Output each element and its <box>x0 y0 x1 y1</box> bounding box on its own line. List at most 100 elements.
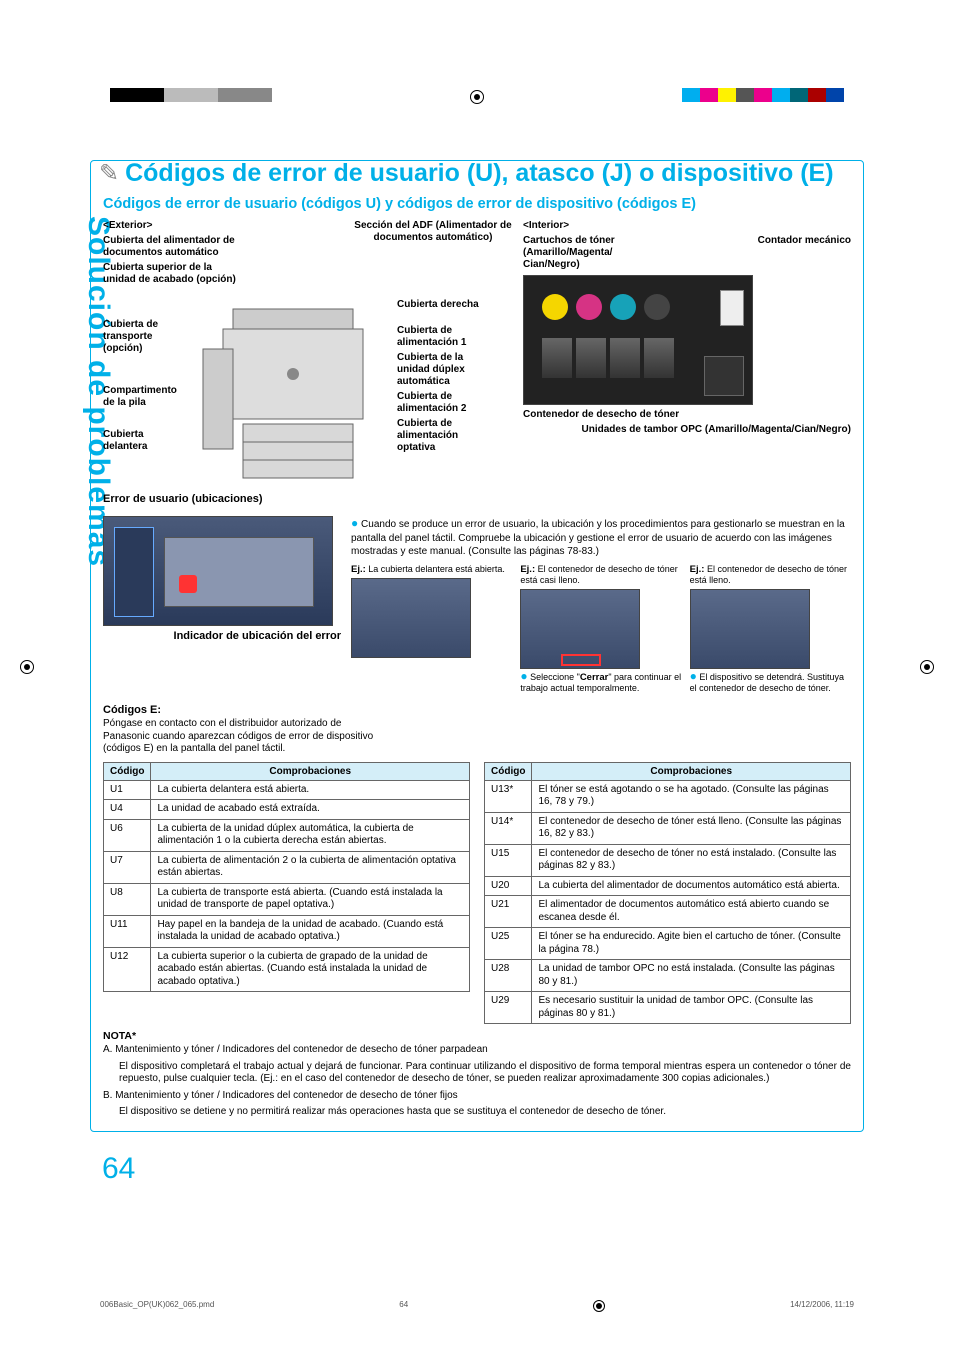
table-row: U7La cubierta de alimentación 2 o la cub… <box>104 851 470 883</box>
footer-page: 64 <box>399 1300 408 1312</box>
check-cell: El alimentador de documentos automático … <box>532 896 851 928</box>
label-toner-cartridges: Cartuchos de tóner (Amarillo/Magenta/ Ci… <box>523 235 643 271</box>
page-title: Códigos de error de usuario (U), atasco … <box>125 160 833 188</box>
check-cell: La unidad de tambor OPC no está instalad… <box>532 960 851 992</box>
label-cover-feed1: Cubierta de alimentación 1 <box>397 325 493 349</box>
screen-thumb-1-icon <box>351 578 471 658</box>
th-code-right: Código <box>485 762 532 780</box>
locator-caption: Indicador de ubicación del error <box>103 630 341 642</box>
code-cell: U12 <box>104 947 151 992</box>
page-number: 64 <box>102 1152 904 1186</box>
ex-label-2: Ej.: <box>520 564 535 575</box>
nota-a-body: El dispositivo completará el trabajo act… <box>119 1061 851 1086</box>
nota-b-body: El dispositivo se detiene y no permitirá… <box>119 1106 851 1119</box>
check-cell: La cubierta de transporte está abierta. … <box>151 883 470 915</box>
registration-marks <box>0 88 954 108</box>
exterior-diagram: <Exterior> Cubierta del alimentador de d… <box>103 220 513 510</box>
interior-heading: <Interior> <box>523 220 851 232</box>
label-cover-finisher-top: Cubierta superior de la unidad de acabad… <box>103 262 243 286</box>
code-cell: U11 <box>104 915 151 947</box>
printer-interior-icon <box>523 275 753 405</box>
example-1: Ej.: La cubierta delantera está abierta. <box>351 564 512 694</box>
table-row: U29Es necesario sustituir la unidad de t… <box>485 992 851 1024</box>
label-cover-feed-opt: Cubierta de alimentación optativa <box>397 418 493 454</box>
label-cover-feed2: Cubierta de alimentación 2 <box>397 391 493 415</box>
exterior-subheading: Error de usuario (ubicaciones) <box>103 493 513 506</box>
check-cell: El tóner se está agotando o se ha agotad… <box>532 780 851 812</box>
table-row: U21El alimentador de documentos automáti… <box>485 896 851 928</box>
check-cell: La cubierta delantera está abierta. <box>151 780 470 800</box>
stop-note: El dispositivo se detendrá. Sustituya el… <box>690 672 844 693</box>
label-cover-adf: Cubierta del alimentador de documentos a… <box>103 235 243 259</box>
check-cell: El contenedor de desecho de tóner está l… <box>532 812 851 844</box>
check-cell: El contenedor de desecho de tóner no est… <box>532 844 851 876</box>
ex-label-1: Ej.: <box>351 564 366 575</box>
code-cell: U6 <box>104 819 151 851</box>
label-mech-counter: Contador mecánico <box>758 235 851 271</box>
code-cell: U7 <box>104 851 151 883</box>
tables-row: Código Comprobaciones U1La cubierta dela… <box>103 762 851 1025</box>
label-adf-section: Sección del ADF (Alimentador de document… <box>353 220 513 289</box>
label-cover-transport: Cubierta de transporte (opción) <box>103 319 189 355</box>
code-table-right: Código Comprobaciones U13*El tóner se es… <box>484 762 851 1025</box>
code-cell: U13* <box>485 780 532 812</box>
locator-row: Indicador de ubicación del error ● Cuand… <box>103 516 851 698</box>
check-cell: El tóner se ha endurecido. Agite bien el… <box>532 928 851 960</box>
code-cell: U29 <box>485 992 532 1024</box>
table-row: U8La cubierta de transporte está abierta… <box>104 883 470 915</box>
exterior-heading: <Exterior> <box>103 220 243 232</box>
check-cell: La cubierta de alimentación 2 o la cubie… <box>151 851 470 883</box>
ex-label-3: Ej.: <box>690 564 705 575</box>
label-opc-units: Unidades de tambor OPC (Amarillo/Magenta… <box>523 424 851 436</box>
printer-exterior-icon <box>193 289 393 489</box>
footer-date: 14/12/2006, 11:19 <box>790 1300 854 1312</box>
table-row: U25El tóner se ha endurecido. Agite bien… <box>485 928 851 960</box>
table-row: U12La cubierta superior o la cubierta de… <box>104 947 470 992</box>
check-cell: La unidad de acabado está extraída. <box>151 800 470 820</box>
interior-diagram: <Interior> Cartuchos de tóner (Amarillo/… <box>523 220 851 510</box>
check-cell: La cubierta del alimentador de documento… <box>532 876 851 896</box>
code-table-left: Código Comprobaciones U1La cubierta dela… <box>103 762 470 993</box>
close-bold: Cerrar <box>580 672 609 683</box>
table-row: U6La cubierta de la unidad dúplex automá… <box>104 819 470 851</box>
label-cover-adu: Cubierta de la unidad dúplex automática <box>397 352 493 388</box>
bullet-icon: ● <box>690 669 697 683</box>
example-2: Ej.: El contenedor de desecho de tóner e… <box>520 564 681 694</box>
nota-b: B. Mantenimiento y tóner / Indicadores d… <box>119 1090 851 1103</box>
table-row: U4La unidad de acabado está extraída. <box>104 800 470 820</box>
th-check-right: Comprobaciones <box>532 762 851 780</box>
touchscreen-locator-icon <box>103 516 333 626</box>
label-cover-right: Cubierta derecha <box>397 299 493 311</box>
code-cell: U28 <box>485 960 532 992</box>
code-cell: U4 <box>104 800 151 820</box>
table-row: U14*El contenedor de desecho de tóner es… <box>485 812 851 844</box>
th-code-left: Código <box>104 762 151 780</box>
footer-row: 006Basic_OP(UK)062_065.pmd 64 14/12/2006… <box>100 1300 854 1312</box>
code-cell: U20 <box>485 876 532 896</box>
codigos-e-body: Póngase en contacto con el distribuidor … <box>103 718 383 756</box>
code-cell: U21 <box>485 896 532 928</box>
label-stack-compartment: Compartimento de la pila <box>103 385 189 409</box>
side-reg-mark-left <box>20 660 34 674</box>
locator-intro: Cuando se produce un error de usuario, l… <box>351 519 845 557</box>
code-cell: U15 <box>485 844 532 876</box>
locator-text-block: ● Cuando se produce un error de usuario,… <box>351 516 851 698</box>
footer-reg-mark-icon <box>593 1300 605 1312</box>
table-row: U11Hay papel en la bandeja de la unidad … <box>104 915 470 947</box>
codigos-e-heading: Códigos E: <box>103 704 851 716</box>
footer-file: 006Basic_OP(UK)062_065.pmd <box>100 1300 214 1312</box>
section-heading: Códigos de error de usuario (códigos U) … <box>103 196 851 212</box>
check-cell: Es necesario sustituir la unidad de tamb… <box>532 992 851 1024</box>
code-cell: U25 <box>485 928 532 960</box>
ex-text-3: El contenedor de desecho de tóner está l… <box>690 564 847 585</box>
bullet-icon: ● <box>520 669 527 683</box>
ex-text-2: El contenedor de desecho de tóner está c… <box>520 564 677 585</box>
hand-paper-icon: ✎ <box>99 159 119 188</box>
check-cell: La cubierta superior o la cubierta de gr… <box>151 947 470 992</box>
content-frame: Solución de problemas ✎ Códigos de error… <box>90 160 864 1132</box>
table-row: U1La cubierta delantera está abierta. <box>104 780 470 800</box>
table-row: U15El contenedor de desecho de tóner no … <box>485 844 851 876</box>
code-cell: U1 <box>104 780 151 800</box>
table-row: U13*El tóner se está agotando o se ha ag… <box>485 780 851 812</box>
code-cell: U14* <box>485 812 532 844</box>
